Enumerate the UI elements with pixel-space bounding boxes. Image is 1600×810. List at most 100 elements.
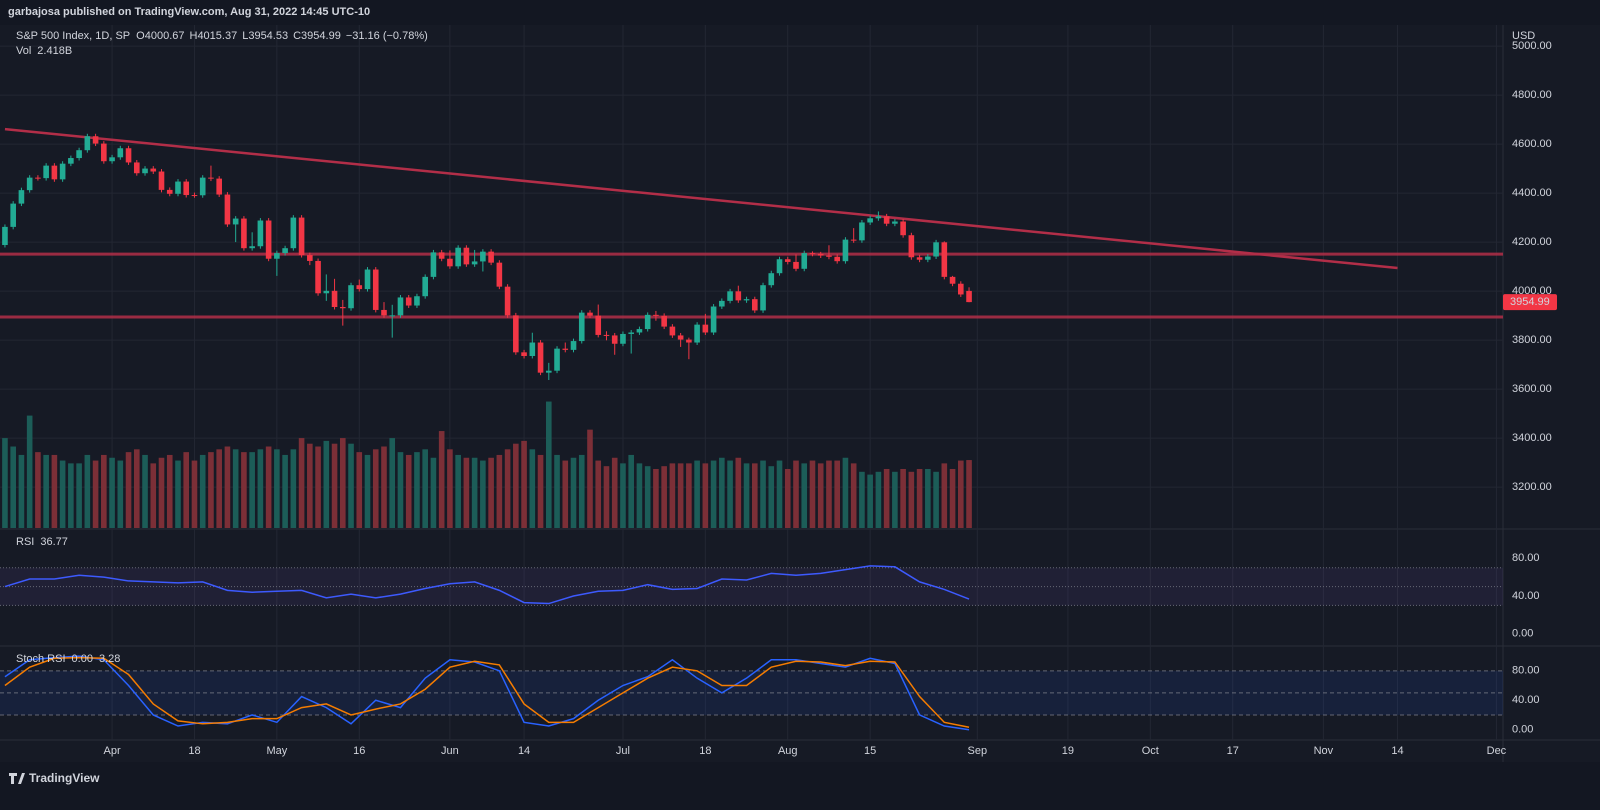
candle-body bbox=[447, 258, 453, 267]
candle-body bbox=[26, 177, 33, 191]
volume-bar bbox=[850, 463, 857, 528]
candle-body bbox=[545, 370, 552, 373]
volume-bar bbox=[84, 454, 91, 528]
volume-bar bbox=[109, 457, 115, 528]
candle-body bbox=[397, 297, 404, 316]
volume-bar bbox=[364, 454, 371, 528]
volume-value: 2.418B bbox=[37, 45, 72, 57]
candle-body bbox=[150, 168, 157, 172]
candle-body bbox=[817, 253, 824, 256]
volume-bar bbox=[719, 457, 725, 528]
candle-body bbox=[644, 314, 651, 330]
candle-body bbox=[727, 291, 733, 301]
candle-body bbox=[265, 220, 272, 259]
indicator-line bbox=[4, 565, 970, 605]
volume-bar bbox=[274, 449, 280, 528]
candle-body bbox=[298, 217, 305, 256]
volume-bar bbox=[710, 460, 717, 528]
candle-body bbox=[372, 269, 379, 310]
candle-body bbox=[2, 226, 8, 246]
last-price-label: 3954.99 bbox=[1510, 296, 1550, 308]
candle-body bbox=[776, 259, 783, 274]
y-tick-label: 40.00 bbox=[1512, 694, 1540, 706]
volume-bar bbox=[35, 452, 41, 528]
volume-bar bbox=[68, 463, 74, 528]
candle-body bbox=[554, 348, 560, 371]
ohlc-value: 4015.37 bbox=[197, 30, 237, 42]
candle-body bbox=[191, 195, 198, 197]
volume-bar bbox=[636, 463, 643, 528]
indicator-value: 3.28 bbox=[99, 653, 120, 665]
candle-body bbox=[636, 329, 643, 333]
candle-body bbox=[751, 299, 758, 311]
volume-bar bbox=[414, 452, 420, 528]
volume-bar bbox=[158, 457, 165, 528]
candle-body bbox=[183, 181, 190, 196]
candle-body bbox=[224, 194, 231, 225]
volume-bar bbox=[751, 463, 758, 528]
volume-bar bbox=[669, 463, 676, 528]
candle-body bbox=[966, 290, 972, 303]
volume-bar bbox=[743, 463, 750, 528]
ohlc-letter: L bbox=[242, 30, 248, 42]
y-tick-label: 4000.00 bbox=[1512, 285, 1552, 297]
ohlc-letter: H bbox=[189, 30, 197, 42]
volume-bar bbox=[348, 443, 354, 528]
y-tick-label: 4800.00 bbox=[1512, 89, 1552, 101]
x-tick-label: Sep bbox=[967, 745, 987, 757]
candle-body bbox=[743, 299, 750, 301]
chart-area bbox=[0, 25, 1600, 762]
candle-body bbox=[241, 218, 247, 249]
candle-body bbox=[339, 307, 346, 309]
volume-bar bbox=[18, 454, 25, 528]
candle-body bbox=[84, 136, 91, 151]
volume-bar bbox=[430, 457, 437, 528]
volume-bar bbox=[298, 438, 305, 528]
x-tick-label: 14 bbox=[518, 745, 530, 757]
volume-bar bbox=[793, 460, 799, 528]
volume-bar bbox=[372, 449, 379, 528]
volume-bar bbox=[199, 454, 206, 528]
volume-bar bbox=[496, 454, 503, 528]
volume-bar bbox=[504, 449, 511, 528]
y-tick-label: 3800.00 bbox=[1512, 334, 1552, 346]
volume-bar bbox=[809, 460, 816, 528]
candle-body bbox=[768, 273, 775, 286]
volume-bar bbox=[389, 438, 396, 528]
candle-body bbox=[883, 216, 890, 224]
candle-body bbox=[315, 260, 321, 294]
x-tick-label: 15 bbox=[864, 745, 876, 757]
y-tick-label: 4200.00 bbox=[1512, 236, 1552, 248]
candle-body bbox=[702, 324, 709, 333]
candle-body bbox=[686, 339, 692, 343]
candle-body bbox=[199, 177, 206, 196]
candle-body bbox=[875, 216, 882, 219]
candle-body bbox=[422, 276, 428, 297]
ohlc-value: 3954.99 bbox=[301, 30, 341, 42]
indicator-title: RSI bbox=[16, 536, 34, 548]
x-tick-label: Oct bbox=[1142, 745, 1159, 757]
candle-body bbox=[957, 283, 964, 295]
volume-bar bbox=[447, 449, 453, 528]
volume-bar bbox=[768, 466, 775, 528]
y-tick-label: 40.00 bbox=[1512, 590, 1540, 602]
volume-bar bbox=[150, 463, 157, 528]
volume-bar bbox=[826, 460, 832, 528]
candle-body bbox=[826, 255, 832, 257]
volume-bar bbox=[51, 454, 58, 528]
candle-body bbox=[628, 332, 634, 334]
volume-bar bbox=[175, 460, 181, 528]
volume-bar bbox=[463, 457, 470, 528]
candle-body bbox=[348, 285, 354, 309]
ohlc-value: 3954.53 bbox=[248, 30, 288, 42]
candle-body bbox=[117, 148, 124, 158]
volume-bar bbox=[455, 454, 461, 528]
volume-bar bbox=[694, 460, 700, 528]
volume-bar bbox=[776, 460, 783, 528]
volume-bar bbox=[405, 454, 412, 528]
volume-bar bbox=[595, 460, 602, 528]
volume-bar bbox=[257, 449, 264, 528]
ohlc-letter: C bbox=[293, 30, 301, 42]
candle-body bbox=[595, 315, 602, 335]
candle-body bbox=[257, 220, 264, 247]
